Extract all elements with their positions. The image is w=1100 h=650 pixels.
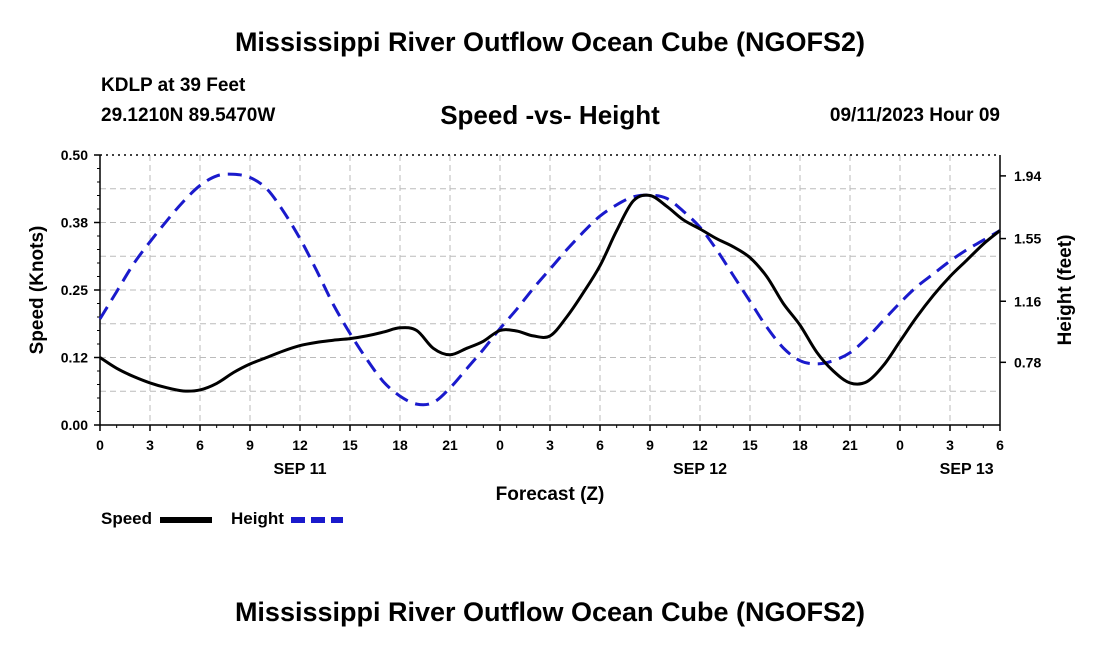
x-tick-label: 6 bbox=[996, 437, 1004, 453]
series-height-line bbox=[98, 172, 1001, 407]
x-date-label: SEP 11 bbox=[273, 461, 326, 478]
legend-speed-label: Speed bbox=[101, 509, 153, 528]
x-tick-label: 0 bbox=[496, 437, 504, 453]
x-tick-label: 3 bbox=[546, 437, 554, 453]
legend-height-label: Height bbox=[231, 509, 284, 528]
x-tick-label: 15 bbox=[742, 437, 758, 453]
x-tick-label: 18 bbox=[792, 437, 808, 453]
chart-title: Speed -vs- Height bbox=[0, 100, 1100, 131]
y-left-tick-label: 0.00 bbox=[61, 417, 88, 433]
y-left-tick-label: 0.50 bbox=[61, 147, 88, 163]
y-left-tick-label: 0.25 bbox=[61, 282, 88, 298]
station-label: KDLP at 39 Feet bbox=[101, 75, 246, 96]
y-right-tick-label: 1.16 bbox=[1014, 293, 1041, 309]
x-tick-label: 9 bbox=[646, 437, 654, 453]
x-tick-label: 12 bbox=[292, 437, 308, 453]
y-right-tick-label: 1.55 bbox=[1014, 231, 1041, 247]
main-title: Mississippi River Outflow Ocean Cube (NG… bbox=[234, 27, 866, 57]
x-tick-label: 0 bbox=[96, 437, 104, 453]
x-tick-label: 21 bbox=[842, 437, 858, 453]
x-axis-title: Forecast (Z) bbox=[496, 484, 605, 505]
x-tick-label: 12 bbox=[692, 437, 708, 453]
x-tick-label: 15 bbox=[342, 437, 358, 453]
y-left-tick-label: 0.12 bbox=[61, 350, 88, 366]
y-right-axis-title: Height (feet) bbox=[1055, 235, 1076, 346]
y-left-tick-label: 0.38 bbox=[61, 215, 88, 231]
x-tick-label: 6 bbox=[196, 437, 204, 453]
x-tick-label: 21 bbox=[442, 437, 458, 453]
y-right-tick-label: 1.94 bbox=[1014, 168, 1041, 184]
x-date-label: SEP 12 bbox=[673, 461, 727, 478]
y-left-axis-title: Speed (Knots) bbox=[27, 226, 48, 355]
station-coordinates: 29.1210N 89.5470W bbox=[101, 105, 276, 126]
y-right-tick-label: 0.78 bbox=[1014, 354, 1041, 370]
x-date-label: SEP 13 bbox=[940, 461, 994, 478]
x-tick-label: 18 bbox=[392, 437, 408, 453]
forecast-date-hour: 09/11/2023 Hour 09 bbox=[829, 105, 1000, 126]
x-tick-label: 3 bbox=[146, 437, 154, 453]
x-tick-label: 6 bbox=[596, 437, 604, 453]
x-tick-label: 0 bbox=[896, 437, 904, 453]
x-tick-label: 9 bbox=[246, 437, 254, 453]
chart-title-text: Speed -vs- Height bbox=[440, 100, 660, 130]
series-speed-line bbox=[99, 193, 1001, 393]
x-tick-label: 3 bbox=[946, 437, 954, 453]
footer-title: Mississippi River Outflow Ocean Cube (NG… bbox=[234, 597, 866, 627]
